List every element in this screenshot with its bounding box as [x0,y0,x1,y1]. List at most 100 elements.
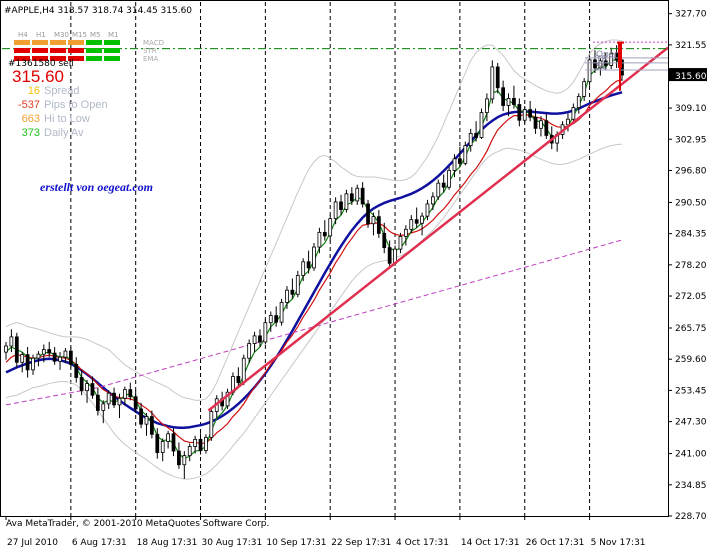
order-ticket-label: #1361580 sell [8,59,74,69]
signal-cell [104,56,120,61]
candle-body [566,118,570,126]
signal-cell [32,40,48,45]
y-tick-label: 309.10 [675,104,707,114]
candle-body [474,133,478,138]
signal-cell [104,48,120,53]
candle-body [382,232,387,248]
signal-cell [50,56,66,61]
candle-body [490,66,495,100]
candle-body [355,187,360,202]
timeframe-label: M30 [54,31,69,39]
candle-body [58,356,62,362]
candle-body [441,182,446,188]
candle-body [506,98,511,106]
signal-cell [86,56,102,61]
candle-body [431,196,435,205]
candle-body [333,201,338,220]
candle-body [41,349,46,355]
candle-body [452,158,457,171]
y-tick-label: 272.05 [675,292,707,302]
candle-body [495,66,500,89]
indicator-name: MACD [143,39,164,47]
trend-line[interactable] [207,46,669,412]
candle-body [177,450,181,466]
timeframe-label: H1 [36,31,46,39]
current-price-label: 315.60 [675,72,707,82]
candle-body [31,357,35,371]
candle-body [166,433,170,442]
candle-body [301,261,306,276]
candle-body [4,345,8,353]
x-tick-label: 18 Aug 17:31 [137,538,198,548]
candle-body [349,193,354,202]
y-tick-label: 265.75 [675,324,707,334]
candle-body [339,201,343,210]
candle-body [360,187,365,205]
candle-body [436,182,441,198]
info-value: 16 [28,85,40,97]
time-axis[interactable]: 27 Jul 2010 6 Aug 17:31 18 Aug 17:31 30 Aug… [5,516,646,548]
x-tick-label: 22 Sep 17:31 [331,538,391,548]
y-tick-label: 241.00 [675,450,707,460]
price-axis[interactable]: 327.70 321.55 315.60 309.10 302.95 296.80 290.… [668,10,707,522]
info-label: Spread [44,85,79,97]
order-level-label: TP [595,55,607,65]
candle-body [204,436,208,451]
y-tick-label: 321.55 [675,41,707,51]
candle-body [9,336,14,347]
candle-body [155,433,160,453]
candle-body [182,455,187,466]
candle-body [20,354,25,363]
candle-body [106,392,111,405]
candle-body [150,416,154,435]
y-tick-label: 278.20 [675,261,707,271]
y-tick-label: 327.70 [675,10,707,20]
candle-body [409,219,414,230]
candle-body [387,247,392,264]
signal-cell [50,40,66,45]
signal-cell [68,40,84,45]
candle-body [587,59,592,83]
period-separators [70,2,591,516]
x-tick-label: 10 Sep 17:31 [266,538,326,548]
candle-body [403,228,408,237]
x-tick-label: 27 Jul 2010 [7,538,58,548]
signal-cell [32,56,48,61]
candle-body [447,170,451,188]
timeframe-label: H4 [18,31,28,39]
candle-body [522,109,527,121]
indicator-name: STR [143,47,157,55]
candle-body [485,98,489,114]
candle-body [144,416,149,425]
order-marker [617,41,624,91]
signal-cell [32,48,48,53]
candle-body [468,133,473,146]
candle-body [533,116,538,129]
candle-body [328,218,333,237]
candle-body [209,411,214,438]
x-tick-label: 14 Oct 17:31 [461,538,520,548]
candle-body [128,389,133,398]
candle-body [479,112,484,138]
trend-lines[interactable] [207,46,669,412]
candle-body [52,352,57,362]
candle-body [36,353,41,359]
candle-body [290,289,295,295]
y-tick-label: 234.85 [675,481,707,491]
x-tick-label: 30 Aug 17:31 [202,538,263,548]
timeframe-label: M1 [108,31,119,39]
candle-body [425,203,430,217]
signal-cell [86,48,102,53]
candle-body [241,357,246,383]
candle-body [90,383,95,396]
candle-body [25,354,30,371]
candle-body [571,107,576,120]
order-level-label: Open [596,50,620,60]
candle-body [609,52,614,66]
y-tick-label: 247.30 [675,418,707,428]
